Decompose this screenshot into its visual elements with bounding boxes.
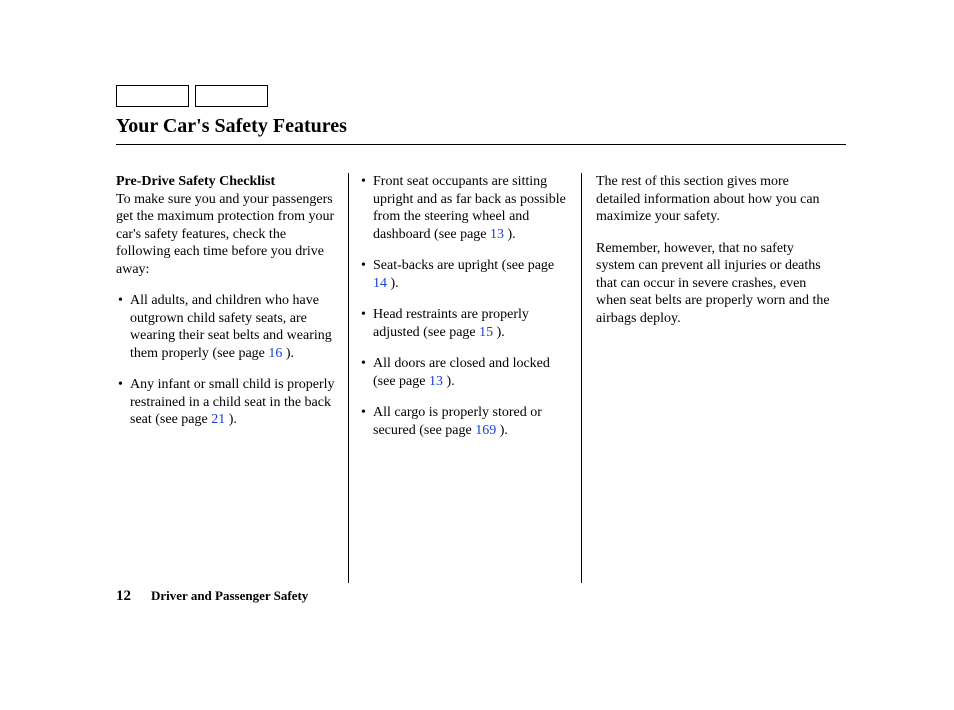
page-ref-link[interactable]: 16 [268,346,282,361]
page-ref-link[interactable]: 169 [475,423,496,438]
col1-intro: To make sure you and your passengers get… [116,192,334,277]
page-ref-link[interactable]: 13 [429,374,443,389]
header-placeholder-boxes [116,85,846,107]
list-item: Head restraints are properly adjusted (s… [359,306,571,341]
title-rule [116,144,846,145]
page-ref-link[interactable]: 15 [479,325,493,340]
section-name: Driver and Passenger Safety [151,588,308,604]
header-box-1 [116,85,189,107]
item-text: All cargo is properly stored or secured … [373,405,542,438]
list-item: Any infant or small child is properly re… [116,376,338,429]
page-title: Your Car's Safety Features [116,115,846,138]
page-ref-link[interactable]: 13 [490,227,504,242]
col1-intro-block: Pre-Drive Safety Checklist To make sure … [116,173,338,278]
list-item: All doors are closed and locked (see pag… [359,355,571,390]
page-ref-link[interactable]: 14 [373,276,387,291]
col3-para-1: The rest of this section gives more deta… [596,173,834,226]
item-text-post: ). [225,412,237,427]
columns: Pre-Drive Safety Checklist To make sure … [116,173,846,583]
column-3: The rest of this section gives more deta… [582,173,834,583]
list-item: All adults, and children who have outgro… [116,292,338,362]
page-content: Your Car's Safety Features Pre-Drive Saf… [116,85,846,583]
item-text: Seat-backs are upright (see page [373,258,554,273]
page-ref-link[interactable]: 21 [211,412,225,427]
item-text-post: ). [504,227,516,242]
item-text-post: ). [282,346,294,361]
page-footer: 12 Driver and Passenger Safety [116,588,308,605]
list-item: All cargo is properly stored or secured … [359,404,571,439]
item-text-post: ). [493,325,505,340]
page-number: 12 [116,588,131,605]
col3-para-2: Remember, however, that no safety system… [596,240,834,328]
col2-list: Front seat occupants are sitting upright… [359,173,571,439]
item-text: Head restraints are properly adjusted (s… [373,307,529,340]
header-box-2 [195,85,268,107]
column-1: Pre-Drive Safety Checklist To make sure … [116,173,348,583]
item-text-post: ). [387,276,399,291]
item-text: All adults, and children who have outgro… [130,293,332,361]
item-text: All doors are closed and locked (see pag… [373,356,550,389]
list-item: Seat-backs are upright (see page 14 ). [359,257,571,292]
list-item: Front seat occupants are sitting upright… [359,173,571,243]
item-text-post: ). [443,374,455,389]
col1-list: All adults, and children who have outgro… [116,292,338,429]
item-text: Front seat occupants are sitting upright… [373,174,566,242]
column-2: Front seat occupants are sitting upright… [349,173,581,583]
item-text-post: ). [496,423,508,438]
col1-subhead: Pre-Drive Safety Checklist [116,174,275,189]
